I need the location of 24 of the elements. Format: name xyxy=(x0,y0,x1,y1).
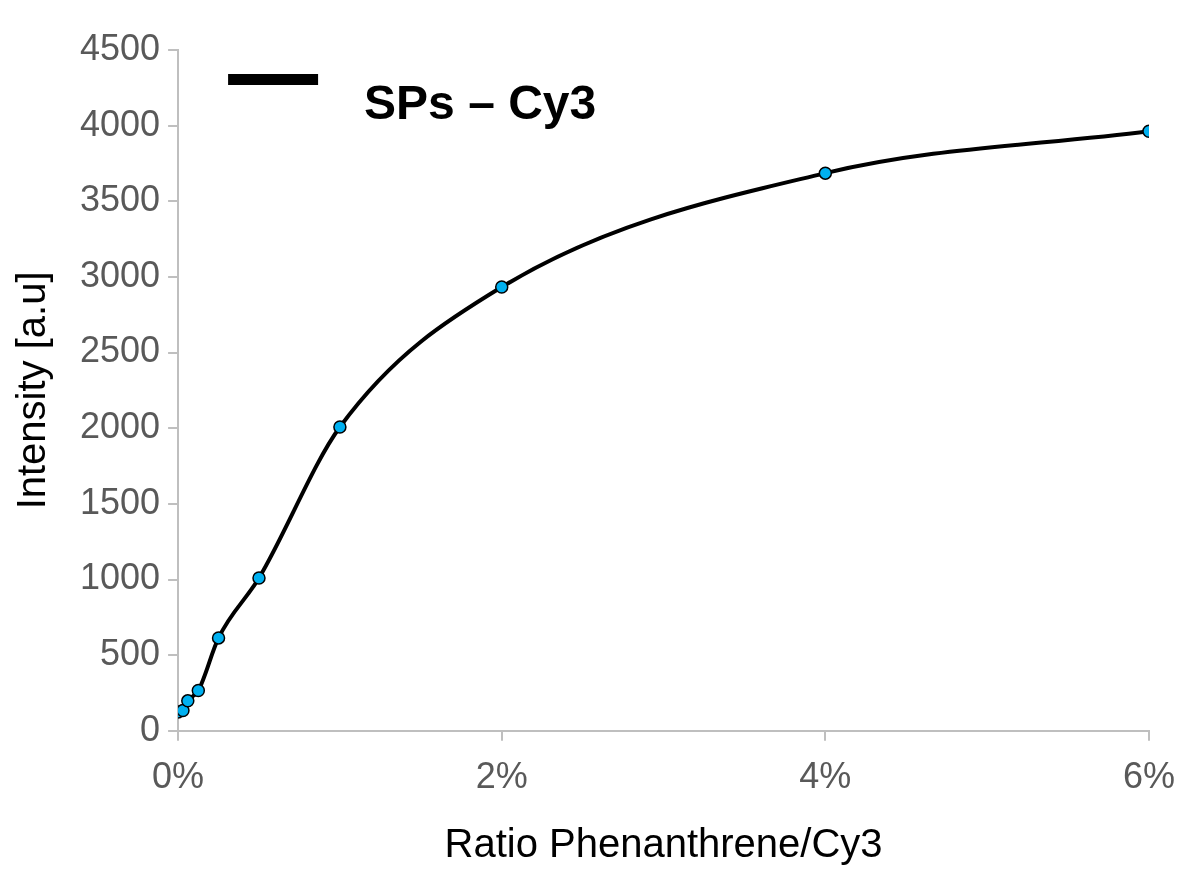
point xyxy=(211,631,226,645)
x-tick-label: 6% xyxy=(1122,755,1175,797)
point xyxy=(494,280,509,294)
point xyxy=(191,683,206,698)
y-tick-label: 2000 xyxy=(79,405,161,447)
y-tick-label: 500 xyxy=(100,632,161,674)
y-tick-label: 3000 xyxy=(79,253,161,295)
y-tick-label: 4000 xyxy=(79,102,161,144)
y-tick-label: 4500 xyxy=(79,26,161,68)
point xyxy=(818,166,833,180)
legend-label: SPs – Cy3 xyxy=(364,76,597,130)
x-tick-label: 4% xyxy=(799,755,852,797)
y-tick-label: 3500 xyxy=(79,178,161,220)
y-tick-label: 0 xyxy=(140,707,161,749)
x-tick-label: 2% xyxy=(475,755,528,797)
y-tick-label: 1500 xyxy=(79,480,161,522)
y-tick-label: 2500 xyxy=(79,329,161,371)
y-tick-label: 1000 xyxy=(79,556,161,598)
point xyxy=(333,420,347,434)
x-tick-label: 0% xyxy=(152,755,205,797)
x-axis-title: Ratio Phenanthrene/Cy3 xyxy=(444,821,883,866)
point xyxy=(252,571,266,585)
point xyxy=(181,694,195,708)
y-axis-title: Intensity [a.u] xyxy=(9,271,54,510)
